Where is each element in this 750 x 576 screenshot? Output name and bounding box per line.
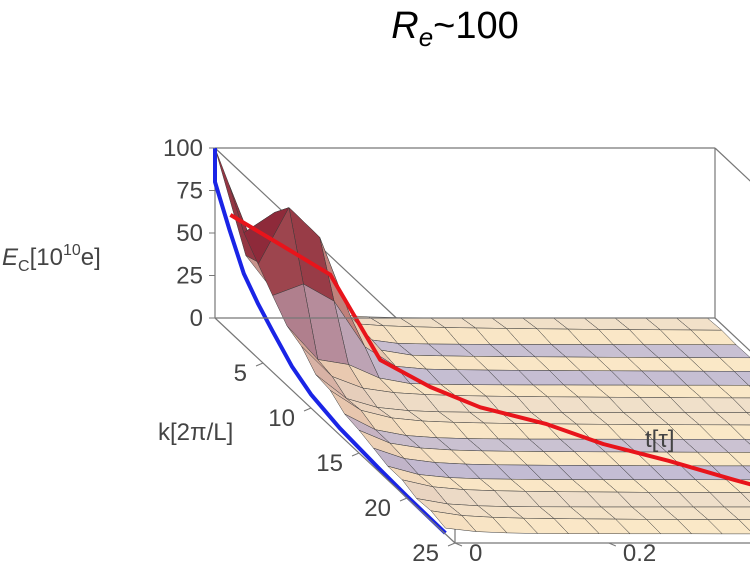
k-tick-label: 15 — [316, 450, 343, 477]
z-tick-label: 50 — [176, 220, 203, 247]
k-tick-mark — [351, 452, 360, 457]
chart-title: Re~100 — [391, 5, 519, 52]
z-tick-label: 0 — [190, 305, 203, 332]
k-tick-label: 20 — [364, 495, 391, 522]
k-tick-label: 25 — [412, 540, 439, 567]
z-label-pre: E — [2, 244, 19, 271]
z-axis-label: EC[1010e] — [2, 242, 101, 275]
t-tick-label: 0 — [469, 540, 482, 567]
t-axis-label: t[τ] — [645, 426, 674, 453]
k-tick-mark — [447, 542, 456, 547]
z-tick-label: 75 — [176, 178, 203, 205]
title-sub: e — [419, 22, 433, 52]
k-axis-label: k[2π/L] — [158, 419, 233, 446]
z-label-post: e] — [81, 244, 101, 271]
t-tick-mark — [608, 542, 617, 547]
z-label-sup: 10 — [63, 242, 81, 259]
box-edge — [214, 317, 456, 544]
k-tick-mark — [255, 362, 264, 367]
k-tick-mark — [303, 407, 312, 412]
title-rest: ~100 — [433, 5, 519, 47]
z-tick-label: 100 — [163, 135, 203, 162]
t-tick-mark — [454, 542, 463, 547]
t-tick-label: 0.2 — [623, 540, 656, 567]
surface-mesh — [214, 147, 750, 535]
z-label-sub: C — [18, 258, 30, 275]
bounding-box-front — [214, 317, 750, 544]
series-line-red — [229, 213, 750, 487]
surface-cell — [430, 510, 477, 532]
series-line-blue — [213, 148, 447, 535]
k-tick-label: 10 — [268, 405, 295, 432]
z-tick-label: 25 — [176, 263, 203, 290]
k-tick-mark — [399, 497, 408, 502]
k-tick-label: 5 — [234, 360, 247, 387]
z-label-mid: [10 — [30, 244, 63, 271]
title-main: R — [391, 5, 418, 47]
series-lines — [213, 148, 750, 535]
